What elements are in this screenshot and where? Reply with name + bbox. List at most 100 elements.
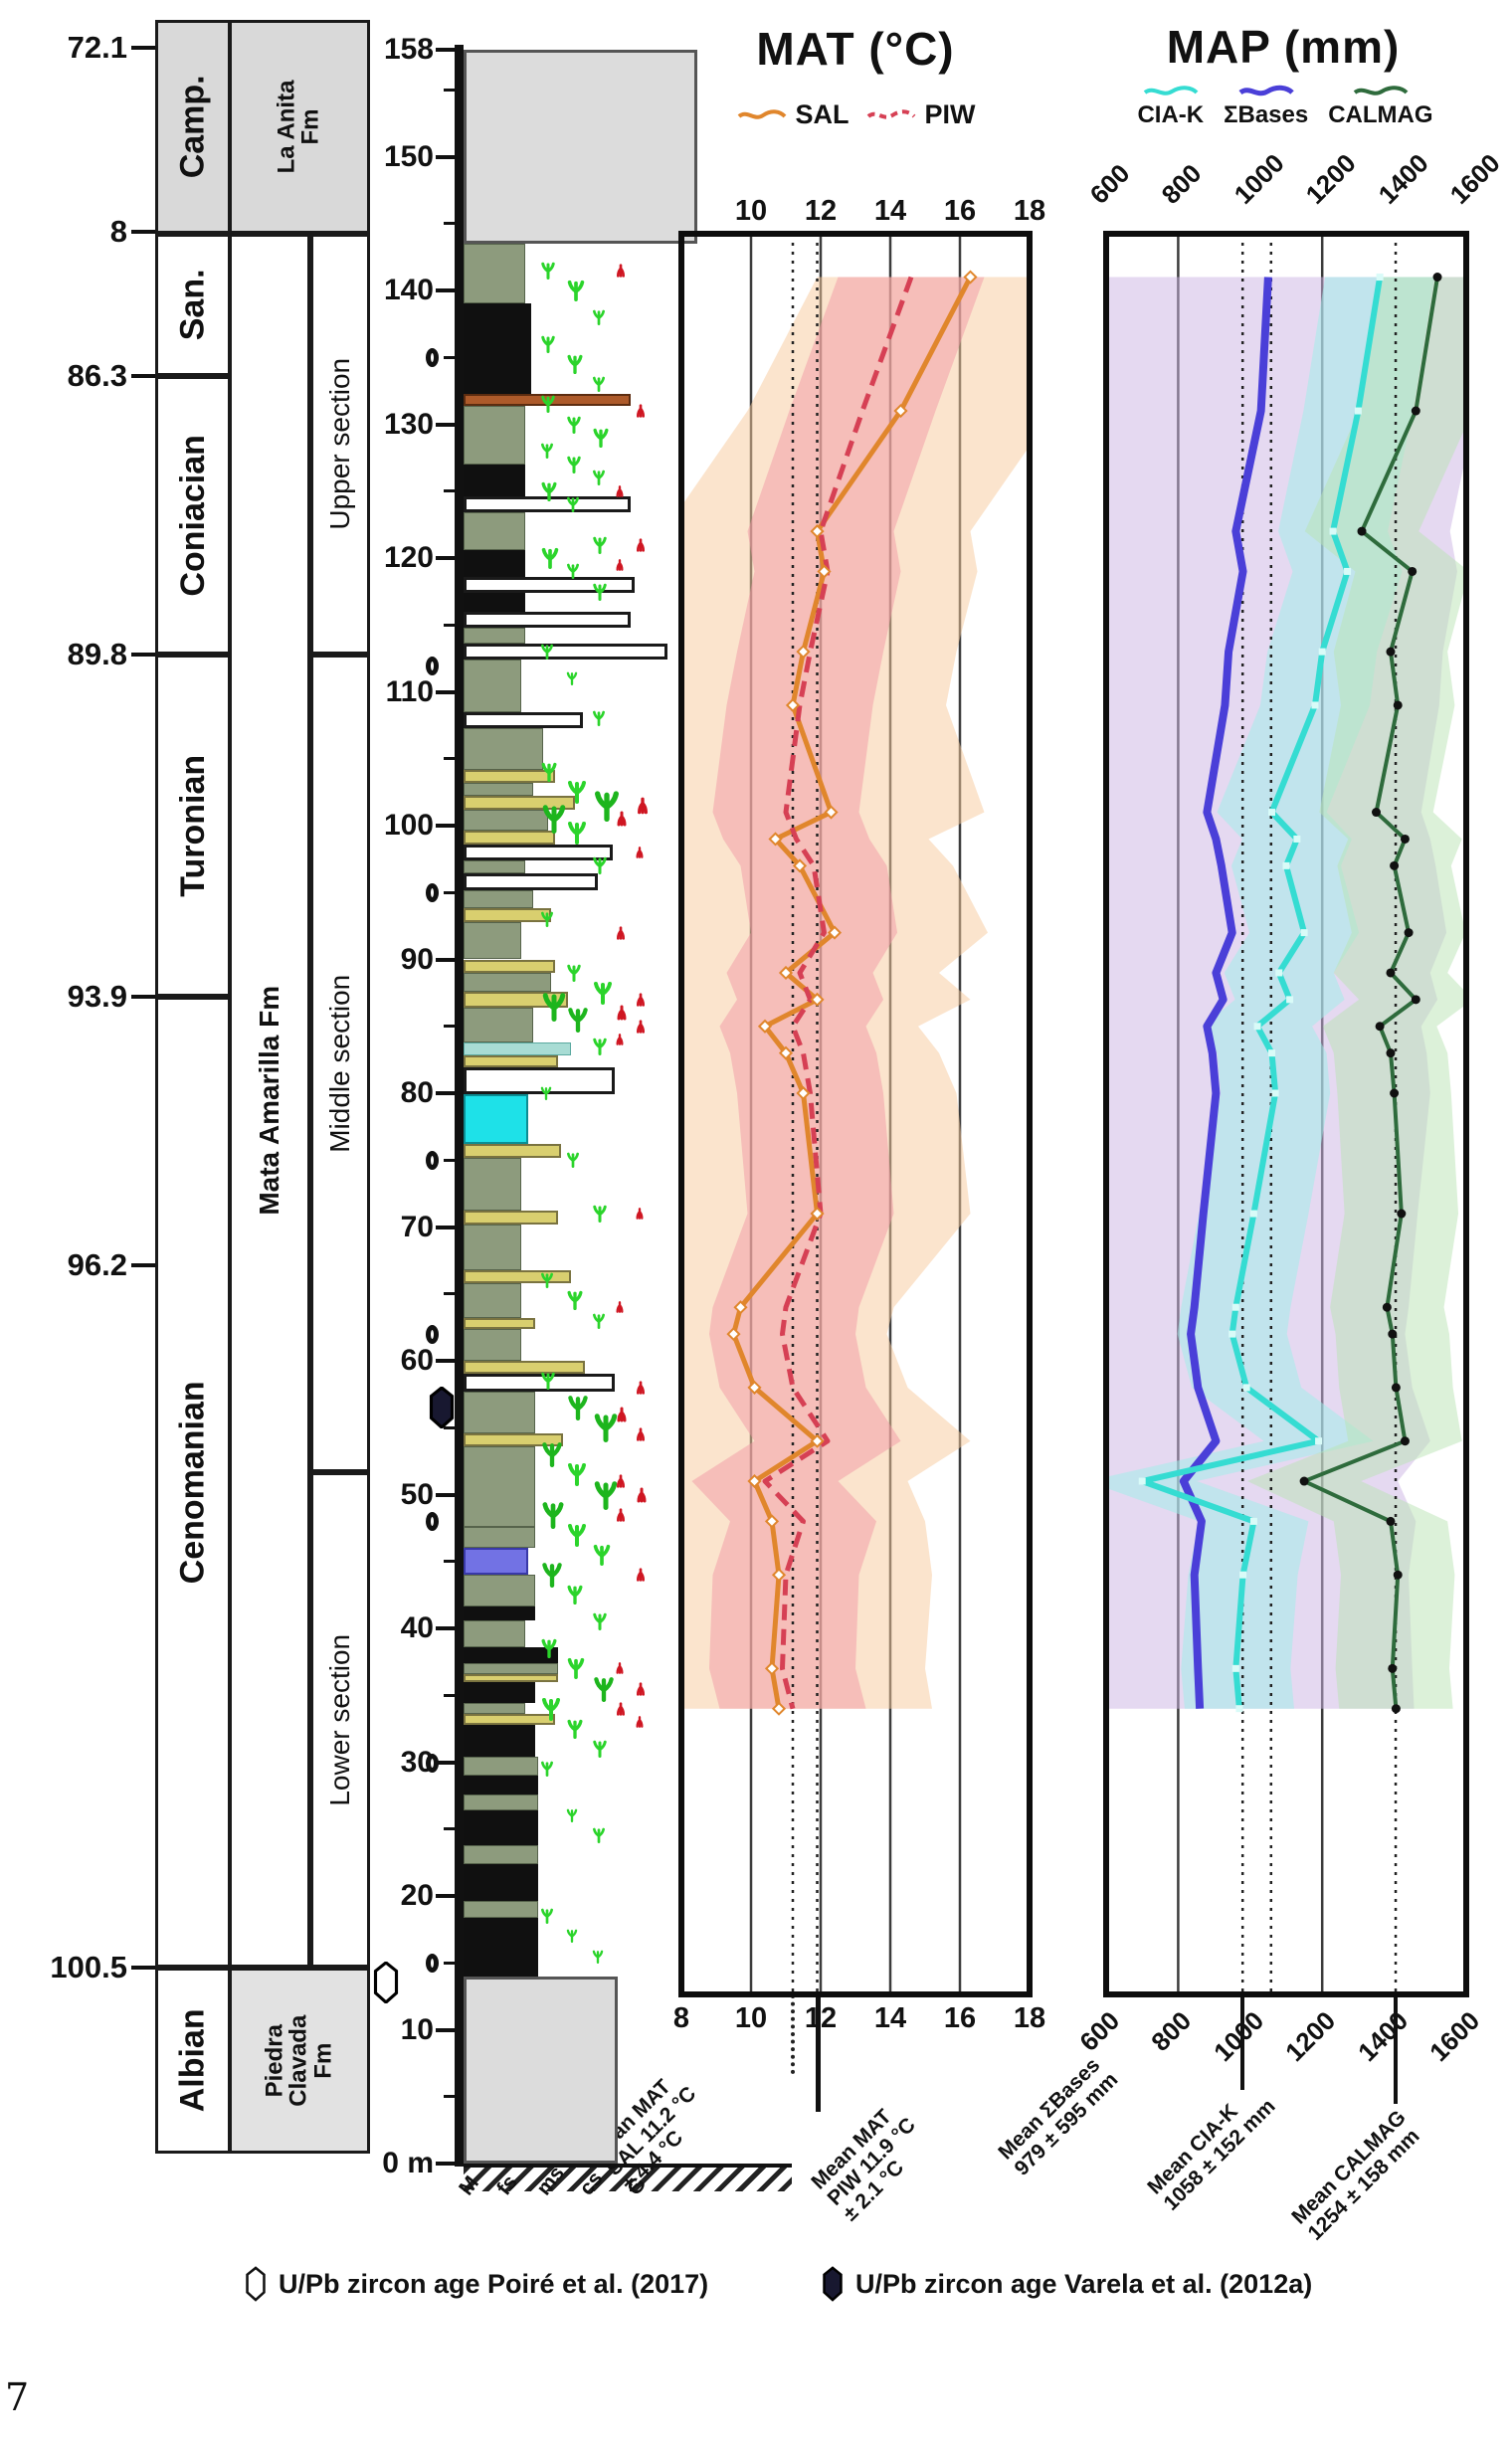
lithology-bed (464, 1374, 615, 1392)
scale-label: 60 (400, 1344, 434, 1377)
cia-k-point-marker (1275, 969, 1283, 977)
scale-tick-major (436, 47, 456, 52)
scale-label: 50 (400, 1477, 434, 1511)
lithology-bed (464, 1673, 558, 1682)
lithology-bed (464, 1041, 571, 1056)
scale-tick-minor (444, 2095, 455, 2099)
lithology-bed (464, 627, 525, 645)
lithology-bed (464, 1211, 558, 1225)
scale-tick-major (436, 556, 456, 560)
lithology-bed (464, 921, 521, 960)
lithology-bed (464, 727, 543, 770)
formation-label: Piedra Clavada Fm (261, 2014, 337, 2107)
ΣBases-curve (1179, 277, 1272, 1709)
lithology-bed (464, 644, 667, 661)
age-tick (131, 653, 157, 657)
section-label: Lower section (323, 1633, 355, 1806)
scale-tick-minor (444, 1425, 455, 1429)
plant-fossil-icon (541, 481, 557, 501)
plant-fossil-icon (593, 1613, 607, 1631)
mean-footnote-label: Mean ΣBases 979 ± 595 mm (994, 2053, 1123, 2180)
plant-fossil-icon (541, 444, 553, 460)
lithology-bed (464, 711, 583, 728)
plant-fossil-icon (541, 396, 555, 414)
plant-fossil-icon (593, 857, 607, 875)
root-trace-icon (617, 1474, 625, 1488)
mat-axis-tick-bottom: 14 (873, 2002, 907, 2034)
root-trace-icon (637, 1381, 645, 1395)
basal-hatch-pattern (464, 2164, 792, 2191)
plant-fossil-icon (541, 1908, 553, 1925)
cia-k-point-marker (1282, 861, 1290, 869)
lithology-bed (464, 1224, 521, 1270)
scale-tick-major (436, 422, 456, 427)
lithology-bed (464, 1548, 528, 1576)
bottom-legend-varela-label: U/Pb zircon age Varela et al. (2012a) (855, 2268, 1313, 2299)
mean-footnote-label: Mean CIA-K 1058 ± 152 mm (1143, 2094, 1280, 2215)
mat-legend-label-sal: SAL (795, 99, 850, 129)
scale-ring-marker (426, 348, 439, 368)
sigma-bases-line-swatch (1238, 85, 1294, 96)
CALMAG-uncertainty-band (1246, 277, 1466, 1709)
sal-point-marker (785, 697, 801, 713)
map-legend: CIA-K ΣBases CALMAG (1086, 84, 1484, 129)
piw-line-swatch (866, 108, 915, 119)
sal-point-marker (771, 1568, 787, 1583)
root-trace-icon (617, 264, 625, 278)
page-number: 7 (5, 2375, 30, 2419)
map-axis-tick-top: 1600 (1443, 147, 1506, 210)
plant-fossil-icon (568, 1008, 588, 1034)
formation-label: La Anita Fm (273, 80, 324, 174)
scale-label: 120 (383, 541, 434, 574)
calmag-point-marker (1388, 1663, 1398, 1673)
scale-ring-marker (426, 1954, 439, 1974)
cia-k-point-marker (1235, 1705, 1243, 1713)
calmag-point-marker (1411, 406, 1420, 416)
plant-fossil-icon (567, 564, 579, 580)
cia-k-point-marker (1249, 1210, 1257, 1218)
cia-k-point-marker (1315, 1437, 1323, 1445)
map-legend-item-ciak: CIA-K (1137, 84, 1204, 129)
plant-fossil-icon (566, 1929, 578, 1944)
sal-point-marker (778, 965, 794, 981)
mat-legend-label-piw: PIW (924, 99, 976, 129)
plant-fossil-icon (541, 763, 557, 783)
plant-fossil-icon (567, 354, 583, 374)
age-tick (131, 1966, 157, 1970)
calmag-point-marker (1390, 860, 1400, 870)
lithology-bed (464, 1917, 538, 1977)
scale-label: 0 m (382, 2147, 434, 2179)
cia-k-point-marker (1293, 835, 1301, 843)
plant-fossil-icon (541, 911, 553, 928)
map-legend-label-calmag: CALMAG (1328, 101, 1433, 128)
scale-label: 40 (400, 1611, 434, 1644)
root-trace-icon (638, 797, 648, 815)
plant-fossil-icon (593, 711, 605, 727)
mat-axis-tick-bottom: 18 (1013, 2002, 1046, 2034)
cia-k-point-marker (1318, 648, 1326, 656)
lithology-bed (464, 1619, 525, 1647)
scale-ring-marker (426, 883, 439, 903)
root-trace-icon (617, 1005, 627, 1021)
calmag-point-marker (1400, 1436, 1410, 1446)
lithology-bed (464, 1446, 535, 1527)
scale-tick-minor (444, 757, 455, 761)
plant-fossil-icon (593, 1038, 607, 1055)
calmag-point-marker (1386, 1516, 1396, 1526)
mat-axis-tick-top: 18 (1013, 195, 1046, 227)
stage-cell-albian: Albian (155, 1968, 231, 2154)
plant-fossil-icon (567, 496, 579, 513)
age-label: 8 (109, 214, 127, 249)
map-chart-title: MAP (mm) (1166, 21, 1401, 73)
calmag-point-marker (1411, 995, 1420, 1005)
scale-tick-minor (444, 355, 455, 359)
lithology-bed (464, 1282, 521, 1318)
section-cell-0: Upper section (310, 234, 370, 655)
scale-tick-major (436, 1359, 456, 1363)
lithology-bed (464, 1662, 558, 1674)
plant-fossil-icon (542, 992, 566, 1022)
root-trace-icon (617, 1508, 625, 1522)
sal-point-marker (810, 1206, 825, 1222)
lithology-bed (464, 1775, 538, 1794)
scale-label: 10 (400, 2012, 434, 2046)
